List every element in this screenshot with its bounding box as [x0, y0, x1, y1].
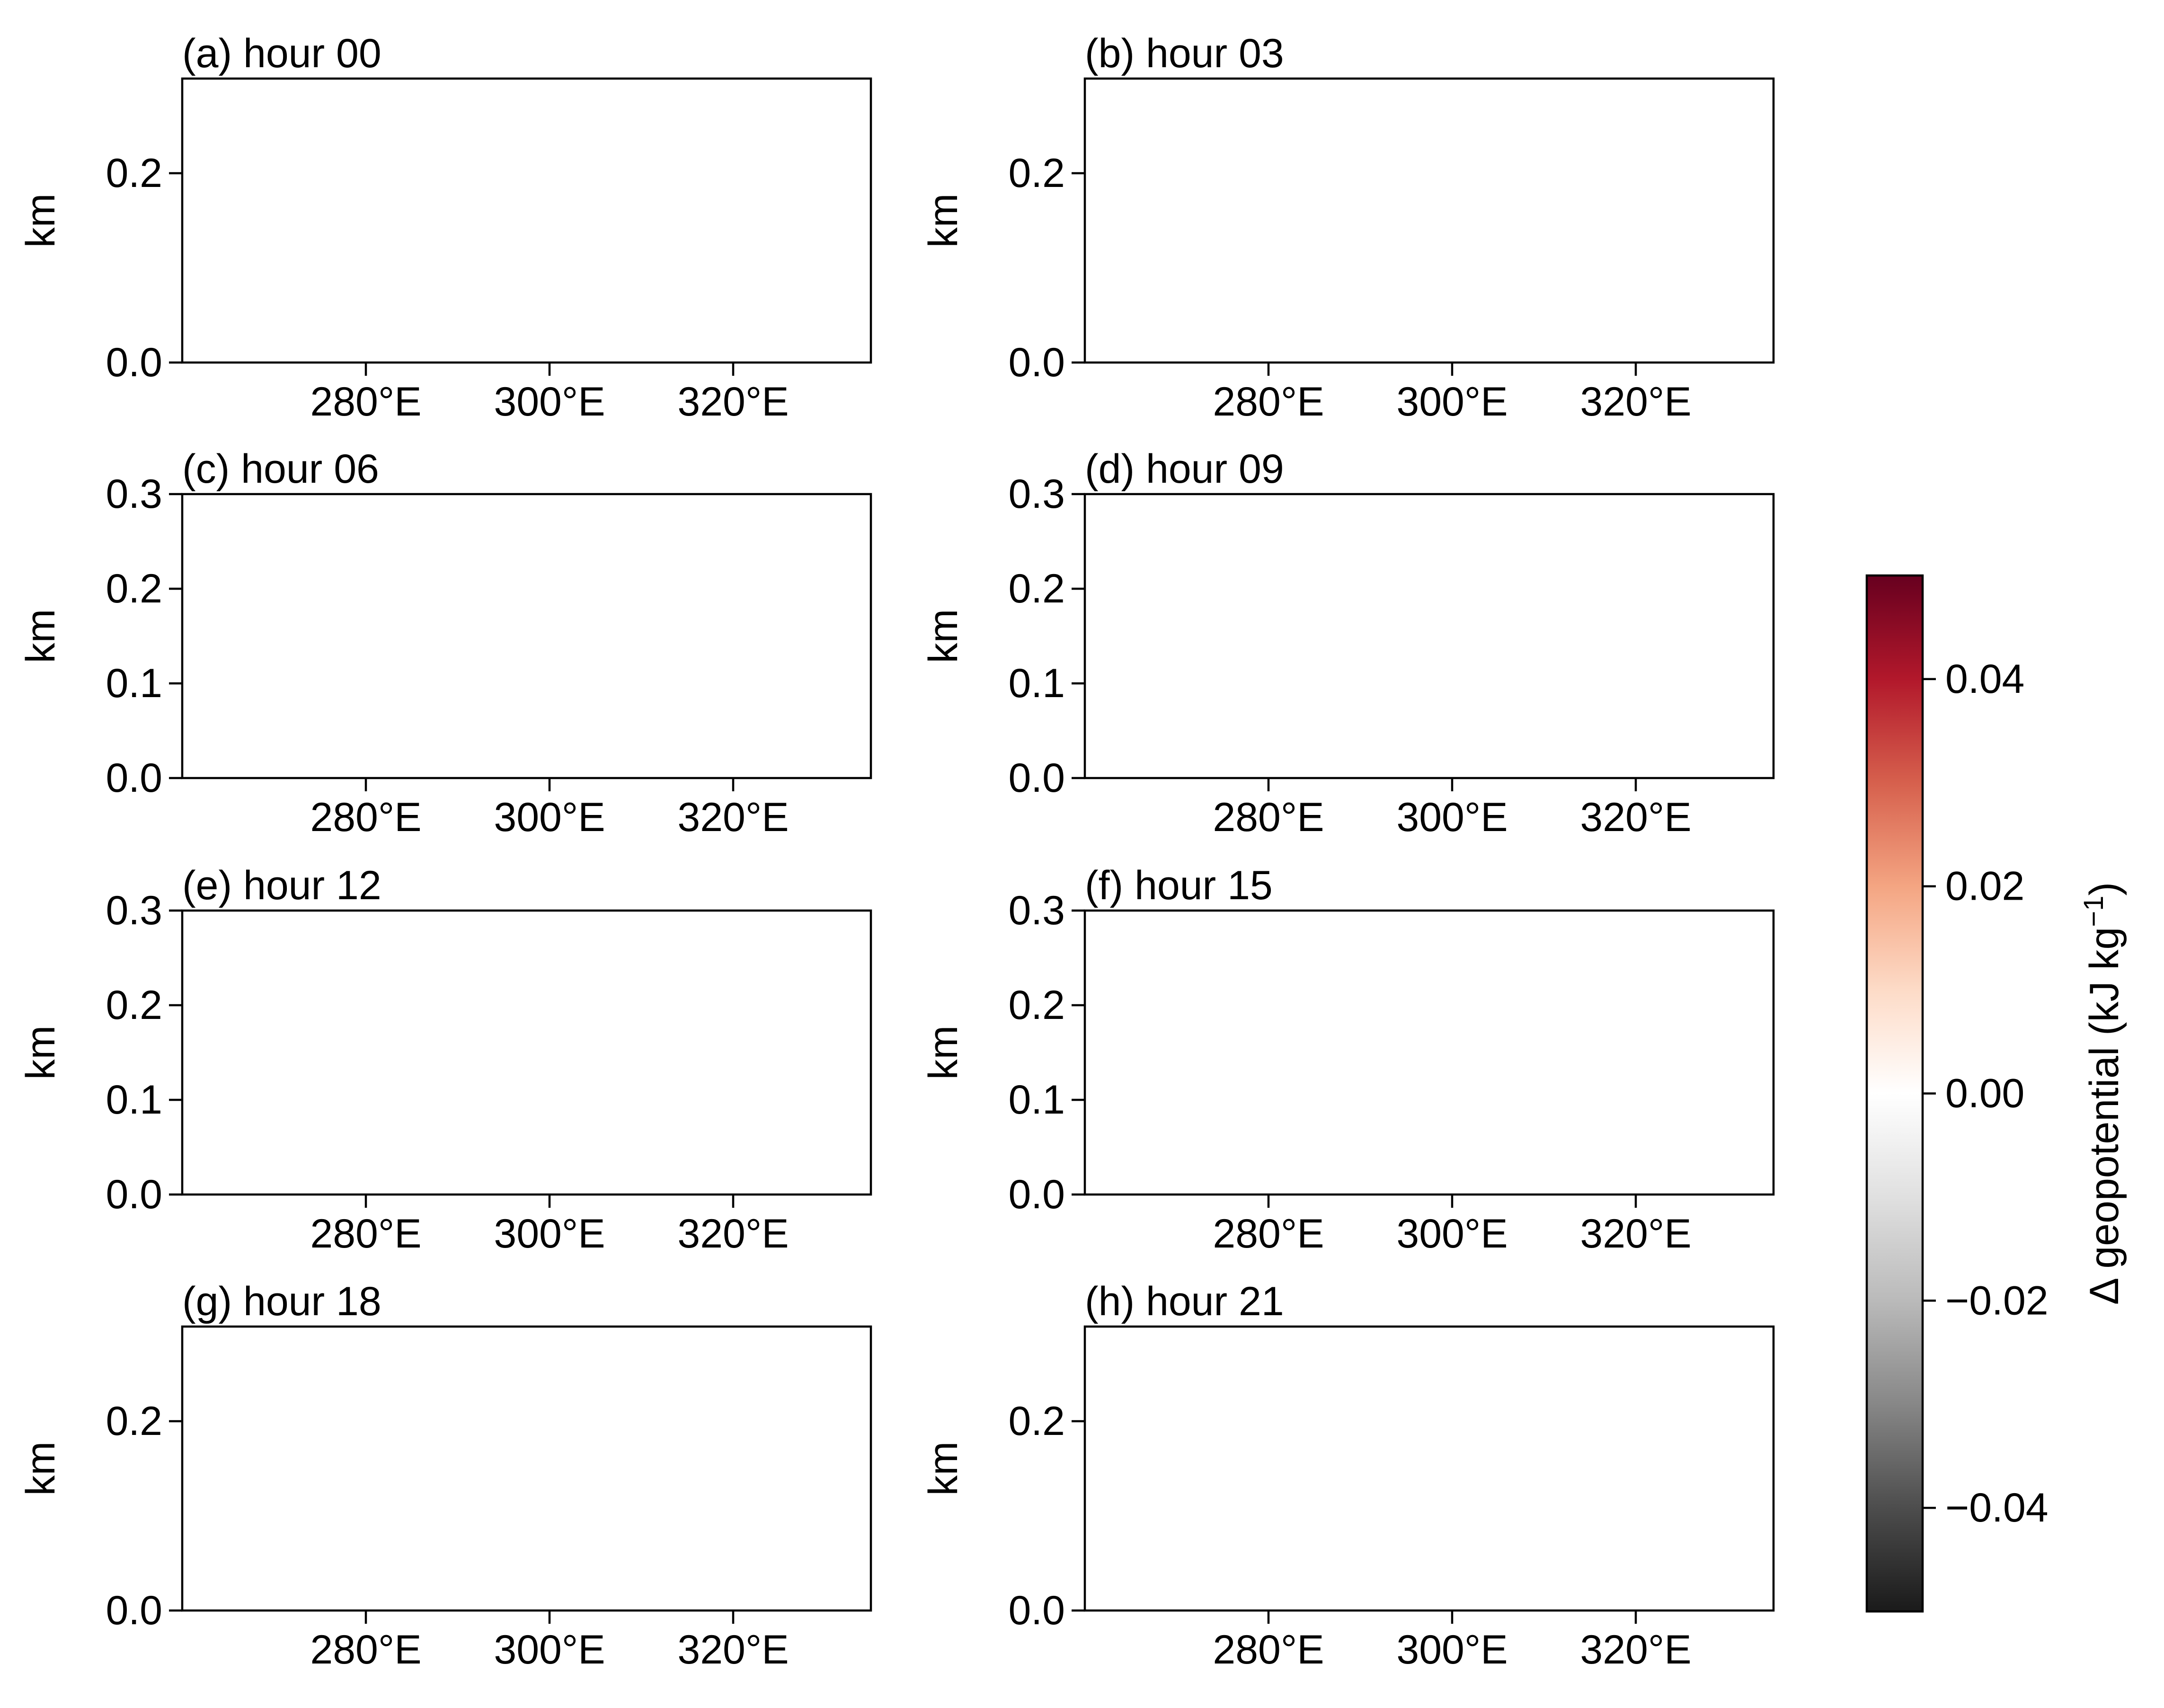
y-tick-label: 0.2	[106, 150, 162, 196]
y-tick-label: 0.2	[106, 1398, 162, 1444]
y-tick-label: 0.2	[1008, 1398, 1065, 1444]
x-tick-label: 320°E	[677, 1627, 789, 1673]
y-axis-label: km	[18, 194, 63, 248]
x-tick-label: 320°E	[677, 379, 789, 425]
panel-h: (h) hour 21 0.0 0.2 280°E 300°E 320°E km	[921, 1279, 1775, 1673]
x-tick-label: 320°E	[1580, 379, 1691, 425]
panel-title: (a) hour 00	[182, 31, 381, 76]
colorbar-tick-label: 0.00	[1945, 1071, 2024, 1116]
x-tick-label: 280°E	[310, 795, 421, 840]
plot-area	[181, 77, 872, 364]
y-tick-label: 0.2	[106, 566, 162, 611]
colorbar-label-main: Δ geopotential (kJ kg	[2082, 927, 2127, 1305]
panel-title: (g) hour 18	[182, 1279, 381, 1324]
panel-f: (f) hour 15 0.0 0.1 0.2 0.3 280°E 300°E 320°E km	[921, 863, 1775, 1257]
panel-title: (f) hour 15	[1085, 863, 1273, 908]
y-tick-label: 0.0	[1008, 340, 1065, 385]
y-tick-label: 0.3	[106, 888, 162, 933]
x-tick-label: 300°E	[1396, 1211, 1508, 1257]
x-tick-label: 320°E	[677, 1211, 789, 1257]
y-axis-label: km	[921, 609, 966, 664]
x-tick-label: 300°E	[494, 1627, 605, 1673]
x-tick-label: 320°E	[677, 795, 789, 840]
panel-e: (e) hour 12 0.0 0.1 0.2 0.3 280°E 300°E 320°E km	[18, 863, 872, 1257]
y-axis-label: km	[921, 194, 966, 248]
plot-area	[1083, 1325, 1775, 1612]
colorbar-tick-label: −0.02	[1945, 1278, 2049, 1323]
x-tick-label: 280°E	[310, 379, 421, 425]
colorbar-label: Δ geopotential (kJ kg−1)	[2078, 882, 2127, 1305]
y-tick-label: 0.1	[106, 1077, 162, 1123]
y-tick-label: 0.3	[106, 471, 162, 517]
x-tick-label: 280°E	[1213, 379, 1324, 425]
plot-area	[181, 493, 872, 779]
y-axis-label: km	[18, 1442, 63, 1496]
y-tick-label: 0.2	[1008, 150, 1065, 196]
colorbar-label-sup: −1	[2078, 896, 2109, 927]
x-tick-label: 300°E	[1396, 795, 1508, 840]
panel-title: (d) hour 09	[1085, 446, 1284, 492]
y-axis-label: km	[921, 1442, 966, 1496]
x-tick-label: 300°E	[1396, 1627, 1508, 1673]
y-tick-label: 0.1	[1008, 661, 1065, 706]
colorbar-tick-label: 0.04	[1945, 656, 2024, 702]
y-tick-label: 0.0	[1008, 755, 1065, 801]
colorbar-label-close: )	[2082, 882, 2127, 896]
y-axis-label: km	[18, 1026, 63, 1080]
x-tick-label: 320°E	[1580, 795, 1691, 840]
colorbar-tick-label: 0.02	[1945, 864, 2024, 909]
x-tick-label: 300°E	[494, 795, 605, 840]
plot-area	[1083, 909, 1775, 1196]
plot-area	[181, 909, 872, 1196]
y-tick-label: 0.0	[106, 1172, 162, 1217]
plot-area	[1083, 493, 1775, 779]
plot-area	[1083, 77, 1775, 364]
panel-c: (c) hour 06 0.0 0.1 0.2 0.3 280°E 300°E 320°E km	[18, 446, 872, 840]
panel-title: (h) hour 21	[1085, 1279, 1284, 1324]
panel-title: (e) hour 12	[182, 863, 381, 908]
colorbar-tick-label: −0.04	[1945, 1485, 2049, 1531]
panel-title: (c) hour 06	[182, 446, 379, 492]
x-tick-label: 320°E	[1580, 1627, 1691, 1673]
y-tick-label: 0.0	[1008, 1588, 1065, 1633]
panel-d: (d) hour 09 0.0 0.1 0.2 0.3 280°E 300°E 320°E km	[921, 446, 1775, 840]
colorbar-gradient	[1867, 575, 1923, 1611]
y-tick-label: 0.0	[106, 340, 162, 385]
plot-area	[181, 1325, 872, 1612]
x-tick-label: 280°E	[1213, 795, 1324, 840]
panel-b: (b) hour 03 0.0 0.2 280°E 300°E 320°E km	[921, 31, 1775, 425]
x-tick-label: 300°E	[494, 379, 605, 425]
y-tick-label: 0.0	[106, 755, 162, 801]
x-tick-label: 280°E	[1213, 1627, 1324, 1673]
y-tick-label: 0.0	[1008, 1172, 1065, 1217]
panel-a: (a) hour 00 0.0 0.2 280°E 300°E 320°E km	[18, 31, 872, 425]
x-tick-label: 280°E	[310, 1627, 421, 1673]
y-tick-label: 0.2	[106, 982, 162, 1028]
x-tick-label: 280°E	[1213, 1211, 1324, 1257]
y-tick-label: 0.3	[1008, 888, 1065, 933]
y-tick-label: 0.2	[1008, 982, 1065, 1028]
y-axis-label: km	[921, 1026, 966, 1080]
x-tick-label: 320°E	[1580, 1211, 1691, 1257]
panel-g: (g) hour 18 0.0 0.2 280°E 300°E 320°E km	[18, 1279, 872, 1673]
y-tick-label: 0.0	[106, 1588, 162, 1633]
y-tick-label: 0.2	[1008, 566, 1065, 611]
x-tick-label: 300°E	[1396, 379, 1508, 425]
y-axis-label: km	[18, 609, 63, 664]
panel-title: (b) hour 03	[1085, 31, 1284, 76]
colorbar: 0.04 0.02 0.00 −0.02 −0.04 Δ geopotential (kJ…	[1865, 574, 2127, 1613]
y-tick-label: 0.3	[1008, 471, 1065, 517]
y-tick-label: 0.1	[1008, 1077, 1065, 1123]
y-tick-label: 0.1	[106, 661, 162, 706]
x-tick-label: 280°E	[310, 1211, 421, 1257]
x-tick-label: 300°E	[494, 1211, 605, 1257]
